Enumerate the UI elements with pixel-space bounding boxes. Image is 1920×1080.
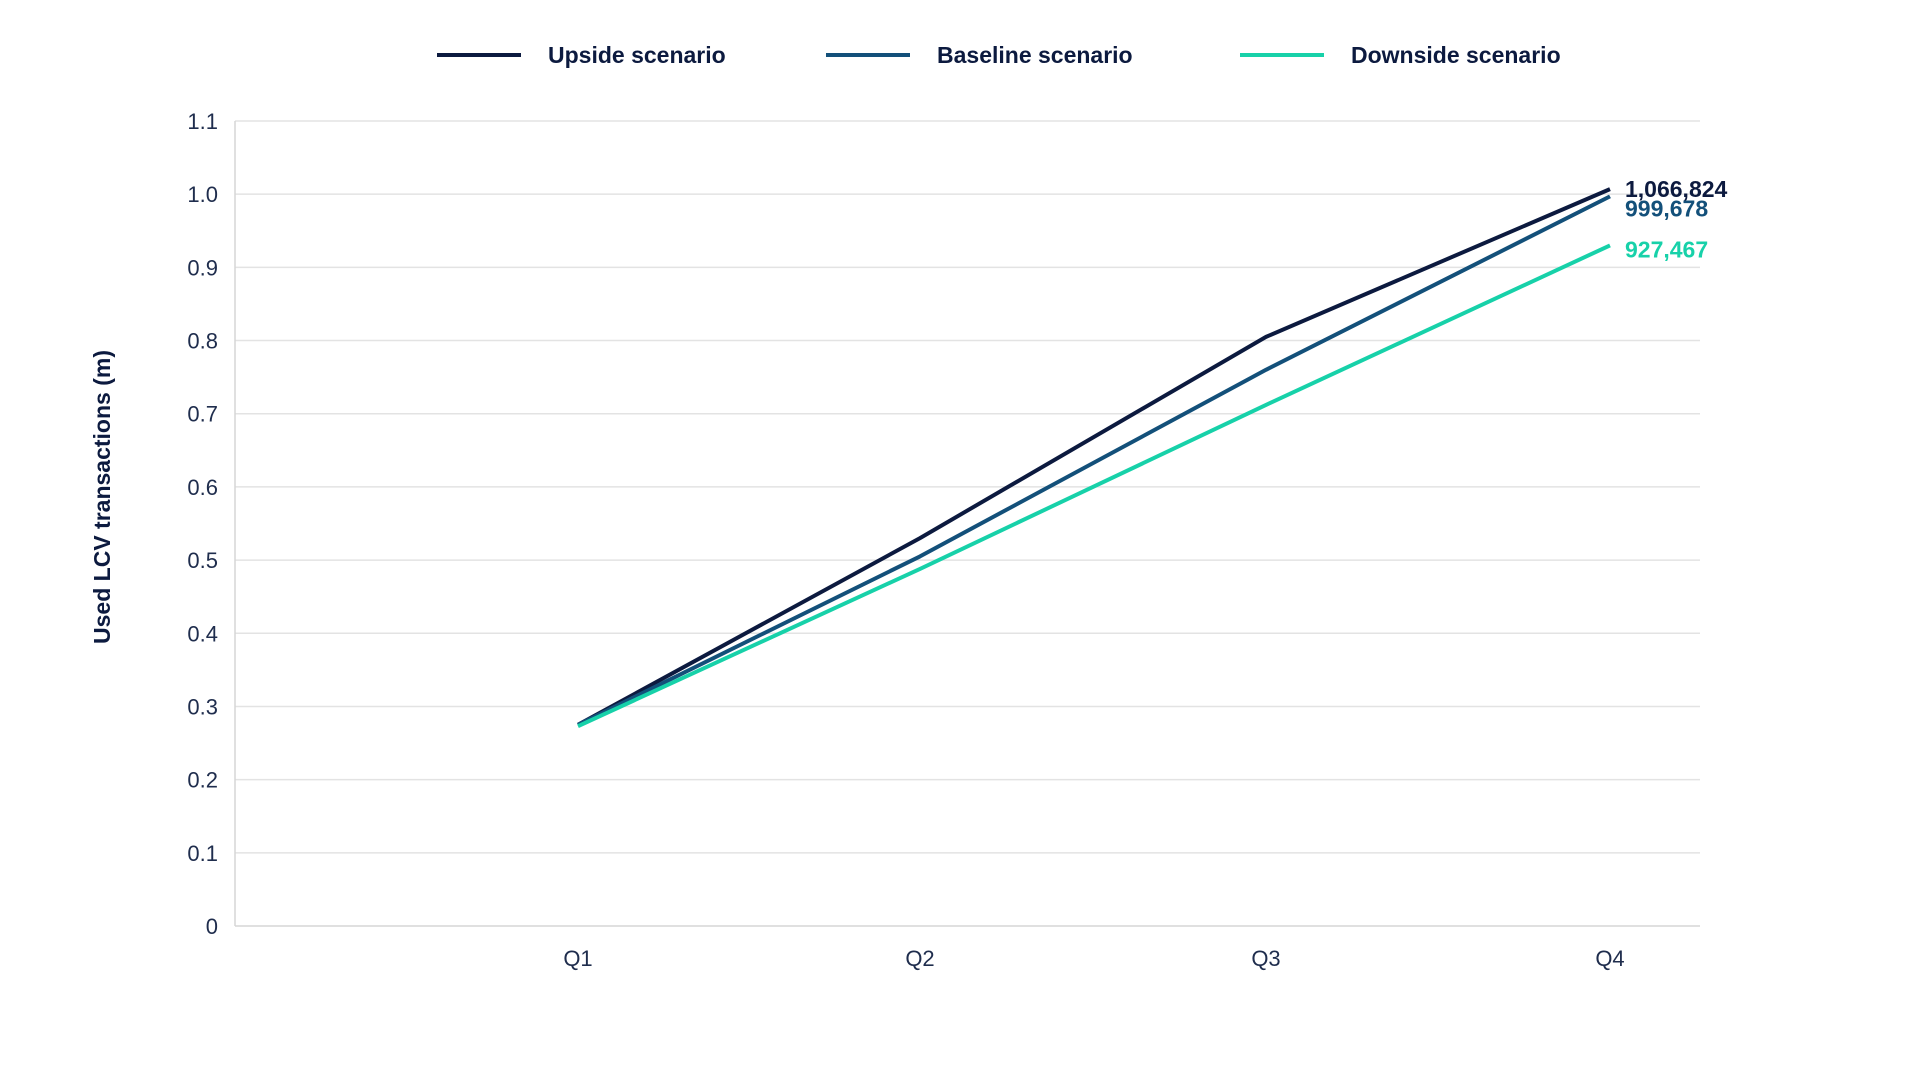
y-tick-label: 0.5 — [187, 548, 218, 573]
y-tick-label: 0.9 — [187, 255, 218, 280]
legend-item: Baseline scenario — [826, 42, 1133, 68]
legend: Upside scenario Baseline scenario Downside… — [437, 42, 1561, 68]
series-line-3 — [577, 243, 1611, 729]
y-tick-label: 1.0 — [187, 182, 218, 207]
axes — [234, 121, 1700, 927]
x-tick-label: Q2 — [905, 946, 934, 971]
x-tick-label: Q3 — [1251, 946, 1280, 971]
end-value-label: 927,467 — [1625, 236, 1708, 262]
x-tick-label: Q1 — [563, 946, 592, 971]
end-value-label: 999,678 — [1625, 195, 1708, 221]
x-axis-ticks: Q1 Q2 Q3 Q4 — [563, 946, 1624, 971]
y-axis-ticks: 0 0.1 0.2 0.3 0.4 0.5 0.6 0.7 0.8 0.9 1.0 1.1 — [187, 109, 218, 939]
y-tick-label: 0.4 — [187, 621, 218, 646]
legend-label: Upside scenario — [548, 42, 726, 68]
y-tick-label: 0.3 — [187, 694, 218, 719]
gridlines — [235, 120, 1700, 854]
y-tick-label: 0.8 — [187, 329, 218, 354]
y-tick-label: 0.6 — [187, 475, 218, 500]
end-value-label: 1,066,824 — [1625, 176, 1728, 202]
y-axis-title: Used LCV transactions (m) — [89, 350, 115, 644]
legend-label: Baseline scenario — [937, 42, 1133, 68]
series-line-1 — [577, 187, 1611, 727]
y-tick-label: 1.1 — [187, 109, 218, 134]
x-tick-label: Q4 — [1595, 946, 1624, 971]
y-tick-label: 0 — [206, 914, 218, 939]
legend-item: Downside scenario — [1240, 42, 1561, 68]
legend-item: Upside scenario — [437, 42, 726, 68]
y-tick-label: 0.7 — [187, 402, 218, 427]
y-tick-label: 0.1 — [187, 841, 218, 866]
legend-label: Downside scenario — [1351, 42, 1561, 68]
series-lines — [577, 187, 1611, 729]
y-tick-label: 0.2 — [187, 768, 218, 793]
series-line-2 — [577, 194, 1611, 727]
